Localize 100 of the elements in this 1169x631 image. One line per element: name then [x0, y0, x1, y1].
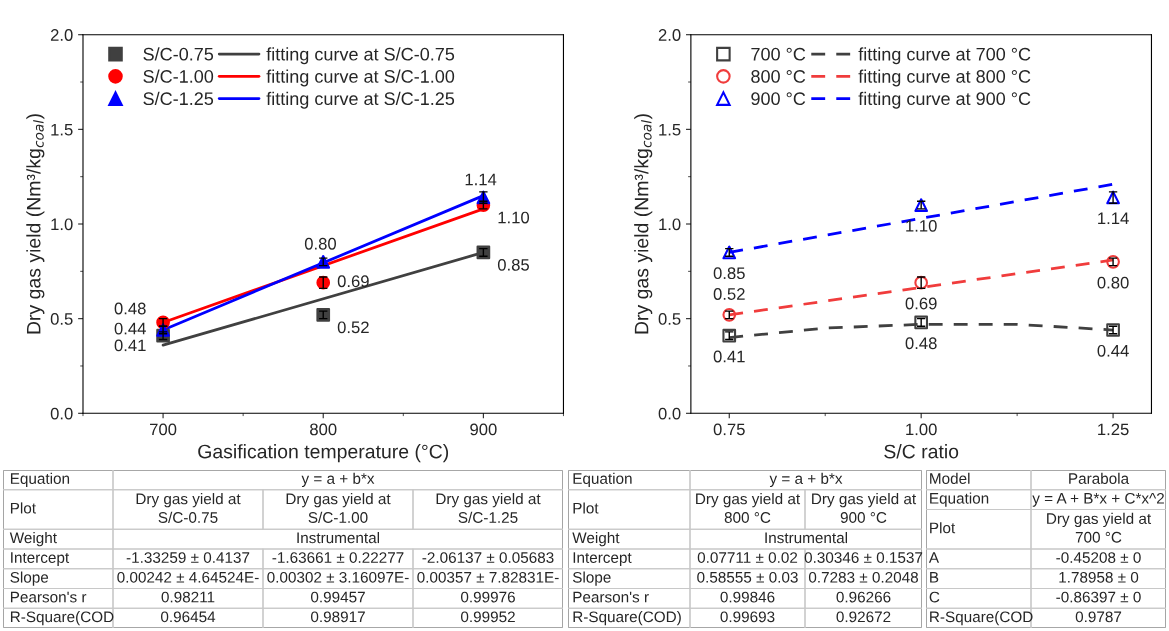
x-axis-title: S/C ratio — [884, 444, 959, 459]
text: Dry gas yield at S/C-0.75 — [136, 493, 241, 523]
data-label: 0.48 — [905, 337, 937, 350]
text: -2.06137 ± 0.05683 — [422, 552, 554, 563]
data-label: 1.10 — [906, 219, 937, 232]
text: Plot — [573, 502, 599, 514]
y-tick-label: 1.0 — [659, 218, 681, 231]
text: Weight — [572, 532, 620, 547]
text: -0.45208 ± 0 — [1056, 552, 1141, 563]
legend-label: S/C-1.25 — [143, 91, 214, 106]
text: Intercept — [573, 552, 632, 566]
legend-label: 700 °C — [751, 47, 806, 61]
text: 0.98211 — [161, 591, 215, 603]
text: -0.86397 ± 0 — [1056, 591, 1141, 603]
data-label: 1.14 — [1098, 212, 1129, 225]
data-label: 0.69 — [337, 275, 369, 288]
legend-label: fitting curve at 800 °C — [858, 69, 1031, 87]
x-tick-label: 700 — [150, 423, 177, 436]
legend-label: 900 °C — [751, 92, 806, 106]
text: Equation — [10, 472, 70, 487]
text: Pearson's r — [573, 591, 649, 603]
data-label: 1.10 — [498, 211, 530, 224]
data-label: 0.52 — [713, 288, 745, 300]
x-axis-title: Gasification temperature (°C) — [198, 444, 449, 463]
x-tick-label: 0.75 — [713, 423, 745, 436]
text: Dry gas yield at 800 °C — [696, 493, 801, 523]
data-label: 0.41 — [713, 350, 745, 363]
text: R-Square(COD — [930, 611, 1033, 626]
text: B — [930, 572, 939, 583]
y-tick-label: 2.0 — [658, 29, 681, 41]
data-label: 0.44 — [114, 322, 146, 335]
y-tick-label: 1.0 — [51, 218, 73, 231]
text: Plot — [930, 522, 956, 534]
text: 0.92672 — [836, 611, 891, 623]
text: Instrumental — [765, 532, 848, 544]
legend-label: fitting curve at 700 °C — [858, 47, 1031, 65]
text: 0.58555 ± 0.03 — [697, 571, 798, 583]
text: 0.96266 — [836, 591, 891, 603]
x-tick-label: 1.00 — [906, 423, 937, 436]
text: Pearson's r — [10, 591, 87, 603]
text: 0.00302 ± 3.16097E- — [267, 571, 409, 583]
y-tick-label: 0.5 — [658, 313, 681, 325]
y-axis-title: Dry gas yield (Nm³/kg$_{coal}$) — [634, 114, 653, 334]
text: Parabola — [1069, 472, 1130, 484]
x-tick-label: 900 — [470, 423, 497, 436]
text: 0.07711 ± 0.02 — [697, 552, 798, 563]
text: C — [929, 591, 940, 603]
text: Equation — [573, 472, 632, 487]
data-label: 0.69 — [905, 297, 937, 310]
text: 0.96454 — [160, 611, 216, 623]
text: Slope — [572, 571, 611, 586]
legend-label: fitting curve at 900 °C — [858, 91, 1031, 109]
legend-label: fitting curve at S/C-0.75 — [266, 47, 455, 65]
data-label: 0.44 — [1097, 344, 1129, 357]
legend-label: fitting curve at S/C-1.00 — [266, 69, 455, 87]
text: y = A + B*x + C*x^2 — [1032, 492, 1164, 507]
text: 1.78958 ± 0 — [1059, 571, 1139, 583]
legend-label: fitting curve at S/C-1.25 — [266, 91, 455, 109]
text: Dry gas yield at 700 °C — [1047, 512, 1152, 543]
text: y = a + b*x — [301, 472, 375, 487]
text: y = a + b*x — [769, 472, 843, 487]
y-tick-label: 1.5 — [659, 123, 681, 136]
text: 0.9787 — [1075, 611, 1122, 623]
text: Slope — [10, 571, 49, 586]
text: -1.63661 ± 0.22277 — [272, 552, 404, 563]
y-tick-label: 0.5 — [50, 313, 73, 325]
text: Plot — [10, 502, 36, 514]
legend-label: S/C-1.00 — [143, 69, 214, 83]
y-tick-label: 1.5 — [51, 123, 73, 136]
data-label: 1.14 — [465, 173, 497, 186]
text: 0.00242 ± 4.64524E- — [117, 571, 259, 583]
text: 0.99976 — [460, 591, 515, 603]
data-label: 0.48 — [114, 302, 146, 315]
text: 0.99846 — [720, 591, 775, 603]
text: Instrumental — [297, 532, 380, 544]
legend-label: S/C-0.75 — [143, 47, 214, 61]
text: Model — [930, 472, 970, 484]
text: 0.30346 ± 0.1537 — [804, 552, 923, 563]
x-tick-label: 1.25 — [1098, 423, 1129, 436]
text: Dry gas yield at S/C-1.00 — [286, 493, 391, 523]
text: R-Square(COD) — [573, 611, 681, 626]
data-label: 0.80 — [304, 237, 337, 250]
x-tick-label: 800 — [310, 423, 337, 436]
y-axis-title: Dry gas yield (Nm³/kg$_{coal}$) — [26, 114, 45, 334]
text: 0.99952 — [460, 611, 515, 623]
text: 0.99693 — [720, 611, 775, 623]
data-label: 0.52 — [337, 321, 369, 334]
text: 0.99457 — [310, 591, 365, 603]
text: 0.00357 ± 7.82831E- — [417, 571, 559, 583]
text: Dry gas yield at 900 °C — [812, 493, 917, 523]
data-label: 0.41 — [114, 339, 146, 352]
y-tick-label: 0.0 — [658, 407, 681, 420]
data-label: 0.85 — [497, 258, 530, 271]
data-label: 0.80 — [1097, 276, 1129, 289]
text: 0.98917 — [310, 611, 365, 623]
text: -1.33259 ± 0.4137 — [126, 552, 250, 563]
legend-label: 800 °C — [751, 70, 806, 83]
text: Weight — [9, 532, 57, 547]
data-label: 0.85 — [713, 267, 745, 280]
text: Intercept — [11, 552, 70, 566]
